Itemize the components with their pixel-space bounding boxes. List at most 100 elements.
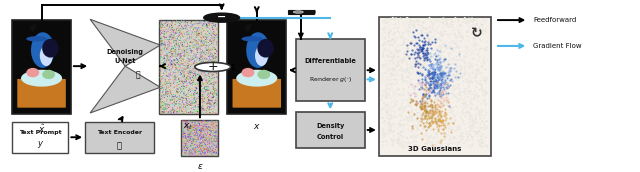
Point xyxy=(173,44,184,47)
Point xyxy=(407,42,417,45)
Point xyxy=(165,35,175,38)
Point xyxy=(187,76,197,79)
Point xyxy=(211,47,221,50)
Point xyxy=(460,56,470,58)
Point xyxy=(408,125,418,128)
Point xyxy=(198,153,208,156)
Point xyxy=(205,58,215,61)
Point xyxy=(452,142,463,144)
Point xyxy=(209,148,220,151)
Point xyxy=(163,56,173,58)
Point xyxy=(188,76,198,78)
Point xyxy=(156,37,166,40)
Point xyxy=(449,57,459,60)
Point xyxy=(418,43,428,46)
Point xyxy=(446,130,456,132)
Point xyxy=(204,59,214,62)
Point xyxy=(171,31,181,33)
Point xyxy=(431,133,442,135)
Point xyxy=(184,131,194,133)
Point xyxy=(171,32,181,35)
Point xyxy=(186,130,196,133)
Point xyxy=(443,52,453,55)
Point xyxy=(201,40,211,43)
Point xyxy=(407,127,417,130)
Point xyxy=(191,76,202,79)
Text: Text Prompt: Text Prompt xyxy=(19,130,61,135)
Point xyxy=(181,51,191,54)
Point xyxy=(433,128,443,131)
Point xyxy=(190,44,200,46)
Point xyxy=(177,112,187,115)
Point xyxy=(180,133,191,135)
Point xyxy=(202,150,212,153)
Point xyxy=(201,128,211,131)
Point xyxy=(195,105,205,108)
Point xyxy=(182,51,192,53)
Point xyxy=(422,135,432,138)
Point xyxy=(180,104,190,106)
Point xyxy=(189,72,199,75)
Point xyxy=(427,73,437,76)
Point xyxy=(168,22,178,24)
Point xyxy=(200,78,210,80)
Point xyxy=(181,42,191,45)
Point xyxy=(209,28,220,30)
Point xyxy=(399,141,410,143)
Point xyxy=(196,104,206,107)
Point xyxy=(196,45,206,47)
Point xyxy=(435,72,445,74)
Point xyxy=(164,52,174,55)
Point xyxy=(196,90,207,93)
Point xyxy=(464,25,474,28)
Point xyxy=(203,105,213,108)
Point xyxy=(170,55,180,57)
Point xyxy=(393,30,403,32)
Point xyxy=(209,94,219,97)
Point xyxy=(190,86,200,89)
Point xyxy=(465,124,475,127)
Point xyxy=(164,75,174,78)
Point xyxy=(167,65,177,68)
Point xyxy=(456,133,466,135)
Point xyxy=(180,69,190,71)
Point xyxy=(188,33,198,35)
Point xyxy=(410,144,420,147)
Point xyxy=(431,39,442,42)
Point xyxy=(212,90,222,92)
Point xyxy=(198,59,208,62)
Point xyxy=(175,96,185,99)
Point xyxy=(196,20,206,23)
Point xyxy=(403,80,413,83)
Point xyxy=(424,113,435,116)
Point xyxy=(186,124,196,127)
Point xyxy=(452,126,463,129)
Point xyxy=(382,112,392,115)
Point xyxy=(188,84,198,86)
Point xyxy=(200,108,210,111)
Point xyxy=(174,29,184,32)
Point xyxy=(403,91,413,94)
Point xyxy=(179,27,189,30)
Point xyxy=(157,96,168,99)
Point xyxy=(163,39,173,41)
Point xyxy=(195,99,205,101)
Point xyxy=(430,105,440,108)
Point xyxy=(204,68,214,71)
Point xyxy=(390,31,400,34)
Point xyxy=(191,34,202,37)
Point xyxy=(421,93,431,96)
Point xyxy=(461,18,472,21)
Point xyxy=(191,55,201,57)
Point xyxy=(184,64,194,67)
Point xyxy=(447,126,458,129)
Point xyxy=(415,46,426,49)
Point xyxy=(170,23,180,26)
Point xyxy=(189,41,199,43)
Point xyxy=(201,51,211,54)
Point xyxy=(177,112,188,115)
Point xyxy=(431,92,442,94)
Point xyxy=(204,149,214,152)
Point xyxy=(465,126,475,129)
Point xyxy=(162,43,172,46)
